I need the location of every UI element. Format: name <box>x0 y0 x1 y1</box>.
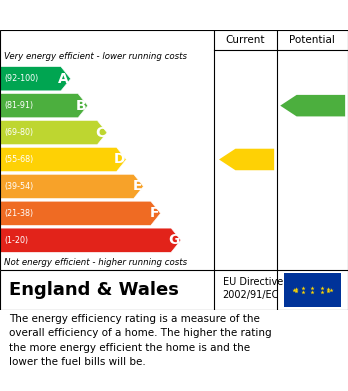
Polygon shape <box>0 66 71 91</box>
Text: Very energy efficient - lower running costs: Very energy efficient - lower running co… <box>4 52 187 61</box>
Polygon shape <box>0 228 181 252</box>
Polygon shape <box>280 95 345 117</box>
Text: Not energy efficient - higher running costs: Not energy efficient - higher running co… <box>4 258 187 267</box>
Polygon shape <box>0 201 160 226</box>
Polygon shape <box>0 93 88 118</box>
Bar <box>284 273 341 307</box>
Text: 81: 81 <box>306 99 326 113</box>
Text: EU Directive
2002/91/EC: EU Directive 2002/91/EC <box>223 277 283 300</box>
Text: (21-38): (21-38) <box>4 209 33 218</box>
Text: D: D <box>113 152 125 167</box>
Text: A: A <box>58 72 69 86</box>
Text: (69-80): (69-80) <box>4 128 33 137</box>
Text: B: B <box>76 99 86 113</box>
Text: (39-54): (39-54) <box>4 182 33 191</box>
Text: Potential: Potential <box>290 35 335 45</box>
Text: (81-91): (81-91) <box>4 101 33 110</box>
Text: (1-20): (1-20) <box>4 236 28 245</box>
Text: F: F <box>150 206 159 220</box>
Text: C: C <box>95 126 105 140</box>
Polygon shape <box>0 147 126 172</box>
Text: (55-68): (55-68) <box>4 155 33 164</box>
Text: England & Wales: England & Wales <box>9 281 179 299</box>
Text: Current: Current <box>226 35 265 45</box>
Text: G: G <box>168 233 179 247</box>
Text: (92-100): (92-100) <box>4 74 38 83</box>
Text: 66: 66 <box>240 152 260 167</box>
Polygon shape <box>0 120 107 145</box>
Polygon shape <box>219 149 274 170</box>
Polygon shape <box>0 174 143 199</box>
Text: The energy efficiency rating is a measure of the
overall efficiency of a home. T: The energy efficiency rating is a measur… <box>9 314 271 367</box>
Text: Energy Efficiency Rating: Energy Efficiency Rating <box>9 7 211 23</box>
Text: E: E <box>133 179 142 194</box>
